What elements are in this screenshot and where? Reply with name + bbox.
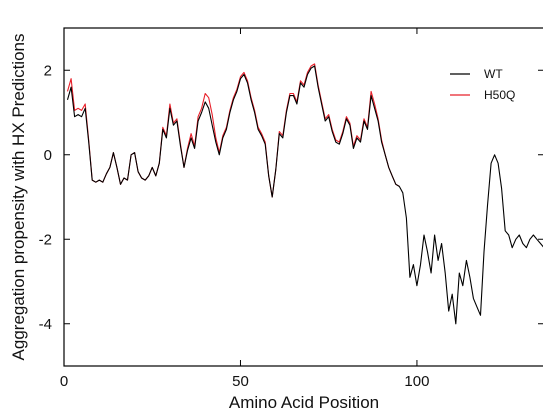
legend-label-h50q: H50Q <box>484 88 515 102</box>
axis-ticks: 0 50 100 2 0 -2 -4 <box>39 28 543 390</box>
y-tick-label: 2 <box>44 62 52 79</box>
legend-label-wt: WT <box>484 67 503 81</box>
y-tick-label: -4 <box>39 316 52 333</box>
x-tick-label: 0 <box>60 373 68 390</box>
x-axis-title: Amino Acid Position <box>229 393 379 412</box>
series-layer <box>66 63 543 325</box>
legend: WT H50Q <box>450 67 515 102</box>
x-tick-label: 100 <box>404 373 429 390</box>
x-tick-label: 50 <box>232 373 249 390</box>
plot-area <box>63 27 543 367</box>
series-line-wt <box>66 65 543 325</box>
y-axis-title: Aggregation propensity with HX Predictio… <box>9 34 28 361</box>
series-line-h50q <box>66 63 400 198</box>
y-tick-label: -2 <box>39 231 52 248</box>
y-tick-label: 0 <box>44 147 52 164</box>
